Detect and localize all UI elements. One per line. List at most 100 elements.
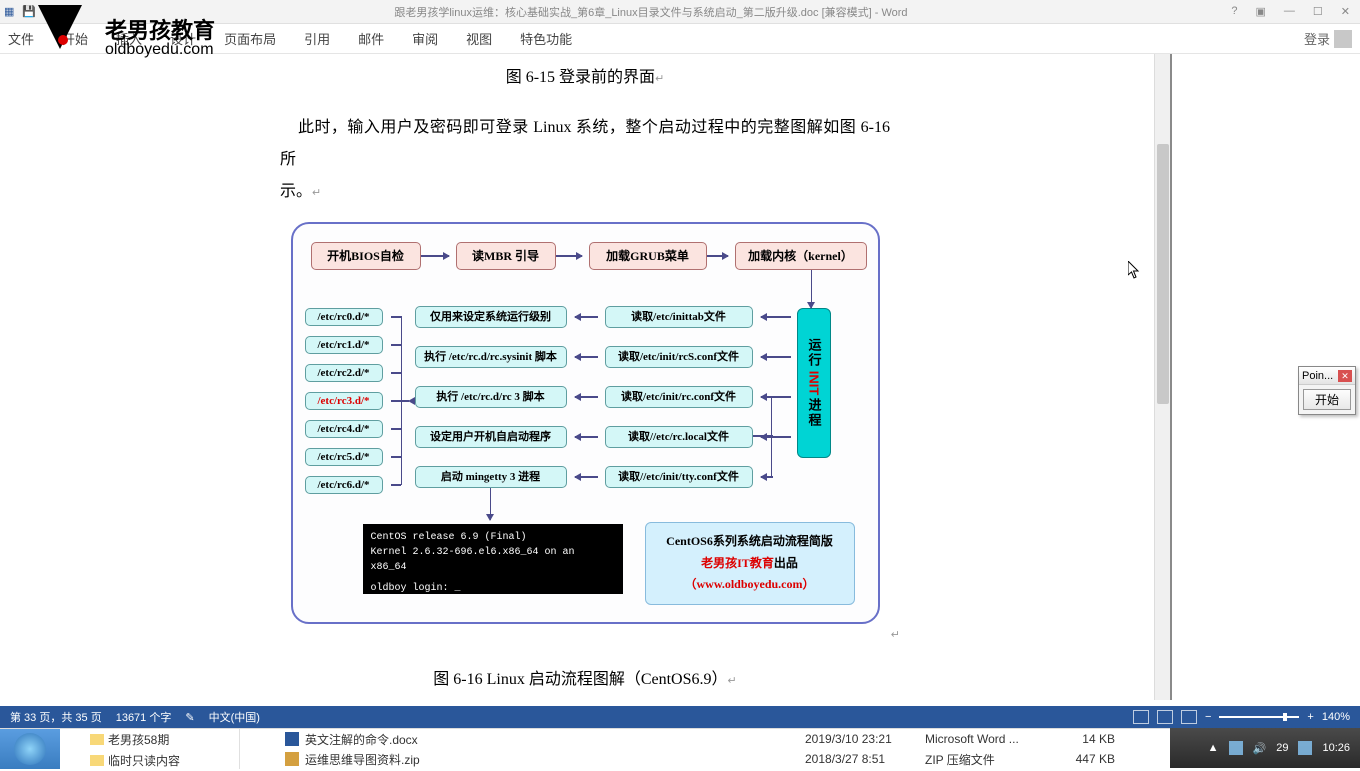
tab-references[interactable]: 引用 <box>304 29 330 48</box>
zoom-in-icon[interactable]: + <box>1307 711 1313 723</box>
node-init: 运行INIT进程 <box>797 308 831 458</box>
spellcheck-icon[interactable]: ✎ <box>185 711 194 724</box>
figure-caption-615: 图 6-15 登录前的界面↵ <box>280 62 890 94</box>
window-controls: ? ▣ — ☐ ✕ <box>1231 5 1356 18</box>
node-rc2: /etc/rc2.d/* <box>305 364 383 382</box>
page-indicator[interactable]: 第 33 页，共 35 页 <box>10 709 102 725</box>
tray-icon[interactable] <box>1229 741 1243 755</box>
arrow <box>575 356 598 358</box>
tab-mail[interactable]: 邮件 <box>358 29 384 48</box>
help-icon[interactable]: ? <box>1231 5 1237 18</box>
arrow <box>707 255 728 257</box>
arrow <box>761 396 791 398</box>
paragraph-end: 示。↵ <box>280 176 890 208</box>
floating-window-title[interactable]: Poin... ✕ <box>1299 367 1355 385</box>
arrow <box>761 476 773 478</box>
close-icon[interactable]: ✕ <box>1338 370 1352 382</box>
start-button[interactable]: 开始 <box>1303 389 1351 410</box>
ribbon-toggle-icon[interactable]: ▣ <box>1256 5 1266 18</box>
zip-file-icon <box>285 752 299 766</box>
start-orb[interactable] <box>0 729 60 769</box>
line <box>753 435 773 437</box>
document-page: 图 6-15 登录前的界面↵ 此时，输入用户及密码即可登录 Linux 系统，整… <box>0 54 1170 700</box>
explorer-window: 老男孩58期 临时只读内容 英文注解的命令.docx 2019/3/10 23:… <box>0 728 1170 768</box>
node-rcscript: 执行 /etc/rc.d/rc 3 脚本 <box>415 386 567 408</box>
view-web-icon[interactable] <box>1181 710 1197 724</box>
maximize-icon[interactable]: ☐ <box>1313 5 1323 18</box>
arrow <box>490 488 492 520</box>
return-mark: ↵ <box>891 629 900 641</box>
line <box>391 372 401 374</box>
node-bios: 开机BIOS自检 <box>311 242 421 270</box>
word-count[interactable]: 13671 个字 <box>116 709 172 725</box>
watermark-logo: 老男孩教育 oldboyedu.com <box>30 5 90 60</box>
arrow <box>575 396 598 398</box>
tray-icon[interactable] <box>1298 741 1312 755</box>
node-rclocal: 读取//etc/rc.local文件 <box>605 426 753 448</box>
folder-icon <box>90 734 104 745</box>
file-row[interactable]: 运维思维导图资料.zip 2018/3/27 8:51 ZIP 压缩文件 447… <box>200 749 1170 769</box>
scrollbar-thumb[interactable] <box>1157 144 1169 404</box>
tray-show-icon[interactable]: ▲ <box>1208 742 1219 754</box>
tab-features[interactable]: 特色功能 <box>520 29 572 48</box>
zoom-out-icon[interactable]: − <box>1205 711 1211 723</box>
view-print-icon[interactable] <box>1157 710 1173 724</box>
logo-mark <box>30 5 90 60</box>
node-mingetty: 启动 mingetty 3 进程 <box>415 466 567 488</box>
node-inittab: 读取/etc/inittab文件 <box>605 306 753 328</box>
language-indicator[interactable]: 中文(中国) <box>209 709 260 725</box>
arrow <box>575 316 598 318</box>
node-ttyconf: 读取//etc/init/tty.conf文件 <box>605 466 753 488</box>
line <box>391 428 401 430</box>
node-grub: 加载GRUB菜单 <box>589 242 707 270</box>
node-mbr: 读MBR 引导 <box>456 242 556 270</box>
tab-view[interactable]: 视图 <box>466 29 492 48</box>
zoom-slider[interactable] <box>1219 716 1299 718</box>
terminal-output: CentOS release 6.9 (Final) Kernel 2.6.32… <box>363 524 623 594</box>
figure-caption-616: 图 6-16 Linux 启动流程图解（CentOS6.9）↵ <box>280 664 890 696</box>
tray-clock[interactable]: 10:26 <box>1322 742 1350 754</box>
credit-box: CentOS6系列系统启动流程简版 老男孩IT教育出品 （www.oldboye… <box>645 522 855 605</box>
node-rc6: /etc/rc6.d/* <box>305 476 383 494</box>
file-row[interactable]: 英文注解的命令.docx 2019/3/10 23:21 Microsoft W… <box>200 729 1170 749</box>
node-rc1: /etc/rc1.d/* <box>305 336 383 354</box>
document-content: 图 6-15 登录前的界面↵ 此时，输入用户及密码即可登录 Linux 系统，整… <box>0 54 1170 700</box>
tray-volume-icon[interactable]: 🔊 <box>1253 742 1267 755</box>
tab-review[interactable]: 审阅 <box>412 29 438 48</box>
arrow <box>761 316 791 318</box>
vertical-scrollbar[interactable] <box>1154 54 1170 700</box>
floating-window[interactable]: Poin... ✕ 开始 <box>1298 366 1356 415</box>
node-rc5: /etc/rc5.d/* <box>305 448 383 466</box>
arrow <box>575 476 598 478</box>
node-rcsconf: 读取/etc/init/rcS.conf文件 <box>605 346 753 368</box>
tab-layout[interactable]: 页面布局 <box>224 29 276 48</box>
node-sysinit: 执行 /etc/rc.d/rc.sysinit 脚本 <box>415 346 567 368</box>
node-kernel: 加载内核（kernel） <box>735 242 867 270</box>
arrow <box>761 356 791 358</box>
folder-icon <box>90 755 104 766</box>
line <box>391 484 401 486</box>
folder-tree: 老男孩58期 临时只读内容 <box>60 729 240 769</box>
avatar-icon <box>1334 30 1352 48</box>
word-icon: ▦ <box>4 5 14 18</box>
zoom-value[interactable]: 140% <box>1322 711 1350 723</box>
minimize-icon[interactable]: — <box>1284 5 1295 18</box>
line <box>391 400 401 402</box>
close-icon[interactable]: ✕ <box>1341 5 1350 18</box>
line <box>771 396 773 478</box>
status-bar: 第 33 页，共 35 页 13671 个字 ✎ 中文(中国) − + 140% <box>0 706 1360 728</box>
tray-temp[interactable]: 29 <box>1276 742 1288 754</box>
node-rc4: /etc/rc4.d/* <box>305 420 383 438</box>
line <box>391 344 401 346</box>
line <box>391 316 401 318</box>
arrow <box>575 436 598 438</box>
tree-item[interactable]: 老男孩58期 <box>60 729 239 750</box>
node-rc0: /etc/rc0.d/* <box>305 308 383 326</box>
node-autostart: 设定用户开机自启动程序 <box>415 426 567 448</box>
word-file-icon <box>285 732 299 746</box>
view-read-icon[interactable] <box>1133 710 1149 724</box>
node-runlevel: 仅用来设定系统运行级别 <box>415 306 567 328</box>
arrow <box>811 298 813 308</box>
login-button[interactable]: 登录 <box>1304 29 1352 48</box>
system-tray: ▲ 🔊 29 10:26 <box>1170 728 1360 768</box>
